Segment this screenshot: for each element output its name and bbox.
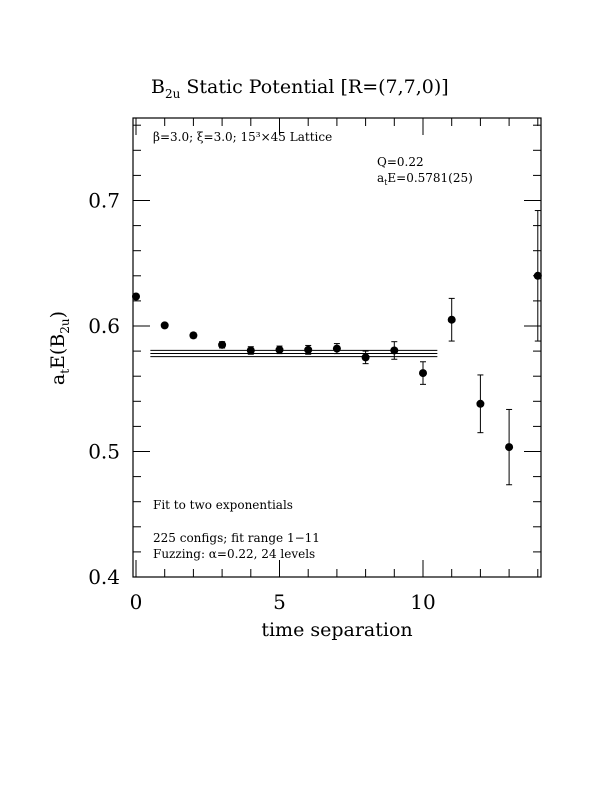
data-point <box>189 331 198 340</box>
lattice-annotation: β=3.0; ξ=3.0; 15³×45 Lattice <box>153 130 332 144</box>
x-axis-label: time separation <box>261 619 412 641</box>
fuzzing-annotation: Fuzzing: α=0.22, 24 levels <box>153 547 315 561</box>
chart-title-main: B <box>151 76 165 98</box>
fit-energy-main: a <box>377 171 384 185</box>
data-point <box>246 346 255 355</box>
q-annotation: Q=0.22 <box>377 155 424 169</box>
y-axis-label-end: ) <box>47 311 69 318</box>
data-point <box>275 345 284 354</box>
data-point <box>533 271 542 280</box>
y-tick-label: 0.5 <box>88 440 120 464</box>
configs-annotation: 225 configs; fit range 1−11 <box>153 531 320 545</box>
data-point <box>447 315 456 324</box>
data-point <box>218 340 227 349</box>
y-tick-label: 0.6 <box>88 314 120 338</box>
data-point <box>304 345 313 354</box>
y-axis-label-t: t <box>58 369 72 374</box>
fit-type-annotation: Fit to two exponentials <box>153 498 293 512</box>
data-point <box>390 346 399 355</box>
x-tick-label: 10 <box>410 590 435 614</box>
fit-energy-rest: E=0.5781(25) <box>387 171 472 185</box>
y-axis-label: atE(B2u) <box>47 311 72 385</box>
x-axis-ticks: 0 5 10 <box>130 118 436 614</box>
y-axis-label-sub: 2u <box>58 318 72 334</box>
fit-energy-subscript: t <box>384 178 388 187</box>
chart-title-subscript: 2u <box>165 87 181 101</box>
x-tick-label: 5 <box>273 590 286 614</box>
chart-title: B2u Static Potential [R=(7,7,0)] <box>151 76 449 101</box>
fit-band <box>150 349 438 358</box>
data-point <box>361 353 370 362</box>
data-point <box>476 399 485 408</box>
data-points <box>132 210 542 486</box>
data-point <box>505 443 514 452</box>
x-tick-label: 0 <box>130 590 143 614</box>
y-tick-label: 0.7 <box>88 189 120 213</box>
data-point <box>160 321 169 330</box>
y-axis-ticks: 0.4 0.5 0.6 0.7 <box>88 189 541 589</box>
data-point <box>332 344 341 353</box>
data-point <box>419 369 427 378</box>
y-axis-label-main: a <box>47 374 69 385</box>
y-axis-label-mid: E(B <box>47 334 69 369</box>
y-tick-label: 0.4 <box>88 565 120 589</box>
data-point <box>132 292 140 301</box>
chart-title-rest: Static Potential [R=(7,7,0)] <box>180 76 448 98</box>
fit-energy-annotation: atE=0.5781(25) <box>377 171 473 187</box>
minor-ticks <box>133 118 541 577</box>
